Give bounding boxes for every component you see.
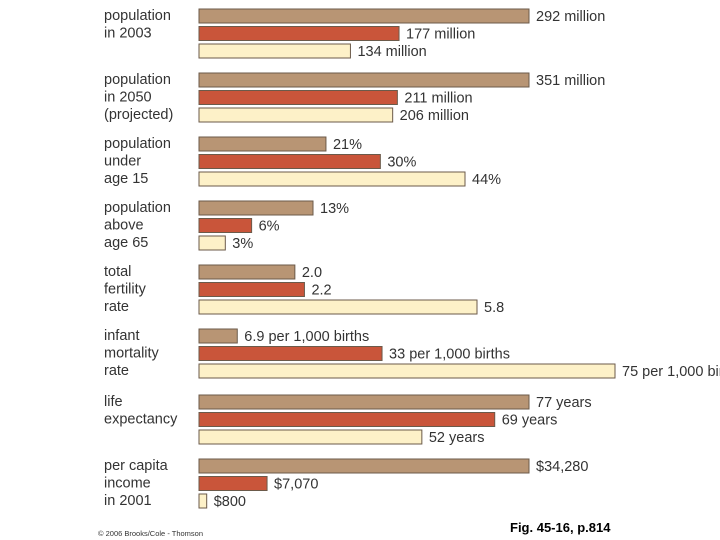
bar-group-2-series-1: [198, 154, 381, 169]
group-label-4-line-1: fertility: [104, 282, 147, 298]
group-label-6-line-1: expectancy: [104, 412, 178, 428]
value-label-group-3-series-2: 3%: [232, 236, 253, 252]
group-label-1-line-2: (projected): [104, 107, 173, 123]
bar-group-6-series-0: [198, 394, 530, 410]
value-label-group-2-series-0: 21%: [333, 137, 362, 153]
group-label-5-line-2: rate: [104, 363, 129, 379]
value-label-group-2-series-1: 30%: [387, 155, 416, 171]
group-label-3-line-2: age 65: [104, 235, 148, 251]
group-label-5-line-0: infant: [104, 328, 139, 344]
value-label-group-0-series-2: 134 million: [357, 44, 426, 60]
copyright-notice: © 2006 Brooks/Cole - Thomson: [98, 529, 204, 538]
value-label-group-3-series-1: 6%: [259, 219, 280, 235]
bar-group-0-series-0: [198, 8, 530, 24]
group-label-2-line-1: under: [104, 154, 141, 170]
value-label-group-0-series-0: 292 million: [536, 9, 605, 25]
bar-group-5-series-0: [198, 328, 238, 344]
bar-group-1-series-2: [198, 107, 394, 123]
bar-group-3-series-1: [198, 218, 253, 233]
value-label-group-7-series-1: $7,070: [274, 477, 318, 493]
bar-group-3-series-2: [198, 235, 226, 251]
bar-group-2-series-2: [198, 171, 466, 187]
group-label-7-line-2: in 2001: [104, 493, 152, 509]
value-label-group-6-series-2: 52 years: [429, 430, 485, 446]
figure-caption: Fig. 45-16, p.814: [510, 520, 611, 535]
value-label-group-3-series-0: 13%: [320, 201, 349, 217]
value-label-group-7-series-0: $34,280: [536, 459, 588, 475]
bar-group-1-series-0: [198, 72, 530, 88]
bar-group-1-series-1: [198, 90, 398, 105]
bar-group-4-series-0: [198, 264, 296, 280]
group-label-0-line-0: population: [104, 8, 171, 24]
bar-group-5-series-2: [198, 363, 616, 379]
group-label-2-line-2: age 15: [104, 171, 148, 187]
group-label-2-line-0: population: [104, 136, 171, 152]
group-label-3-line-1: above: [104, 218, 144, 234]
group-label-0-line-1: in 2003: [104, 26, 152, 42]
bar-group-2-series-0: [198, 136, 327, 152]
bar-group-0-series-2: [198, 43, 351, 59]
value-label-group-6-series-1: 69 years: [502, 413, 558, 429]
bar-group-4-series-1: [198, 282, 305, 297]
group-label-6-line-0: life: [104, 394, 123, 410]
value-label-group-5-series-0: 6.9 per 1,000 births: [244, 329, 369, 345]
bar-group-4-series-2: [198, 299, 478, 315]
value-label-group-5-series-2: 75 per 1,000 births: [622, 364, 720, 380]
bar-group-0-series-1: [198, 26, 400, 41]
value-label-group-2-series-2: 44%: [472, 172, 501, 188]
group-label-3-line-0: population: [104, 200, 171, 216]
group-label-7-line-0: per capita: [104, 458, 169, 474]
group-label-4-line-2: rate: [104, 299, 129, 315]
value-label-group-4-series-0: 2.0: [302, 265, 322, 281]
value-label-group-0-series-1: 177 million: [406, 27, 475, 43]
value-label-group-1-series-0: 351 million: [536, 73, 605, 89]
bar-group-7-series-1: [198, 476, 268, 491]
value-label-group-1-series-1: 211 million: [404, 91, 472, 107]
bar-group-5-series-1: [198, 346, 383, 361]
group-label-1-line-0: population: [104, 72, 171, 88]
group-label-5-line-1: mortality: [104, 346, 160, 362]
value-label-group-5-series-1: 33 per 1,000 births: [389, 347, 510, 363]
bar-group-7-series-0: [198, 458, 530, 474]
value-label-group-4-series-1: 2.2: [311, 283, 331, 299]
bar-group-3-series-0: [198, 200, 314, 216]
value-label-group-7-series-2: $800: [214, 494, 246, 510]
value-label-group-6-series-0: 77 years: [536, 395, 592, 411]
group-label-7-line-1: income: [104, 476, 151, 492]
bar-group-6-series-1: [198, 412, 496, 427]
bar-group-6-series-2: [198, 429, 423, 445]
value-label-group-1-series-2: 206 million: [400, 108, 469, 124]
group-label-1-line-1: in 2050: [104, 90, 152, 106]
group-label-4-line-0: total: [104, 264, 131, 280]
bar-group-7-series-2: [198, 493, 208, 509]
value-label-group-4-series-2: 5.8: [484, 300, 504, 316]
